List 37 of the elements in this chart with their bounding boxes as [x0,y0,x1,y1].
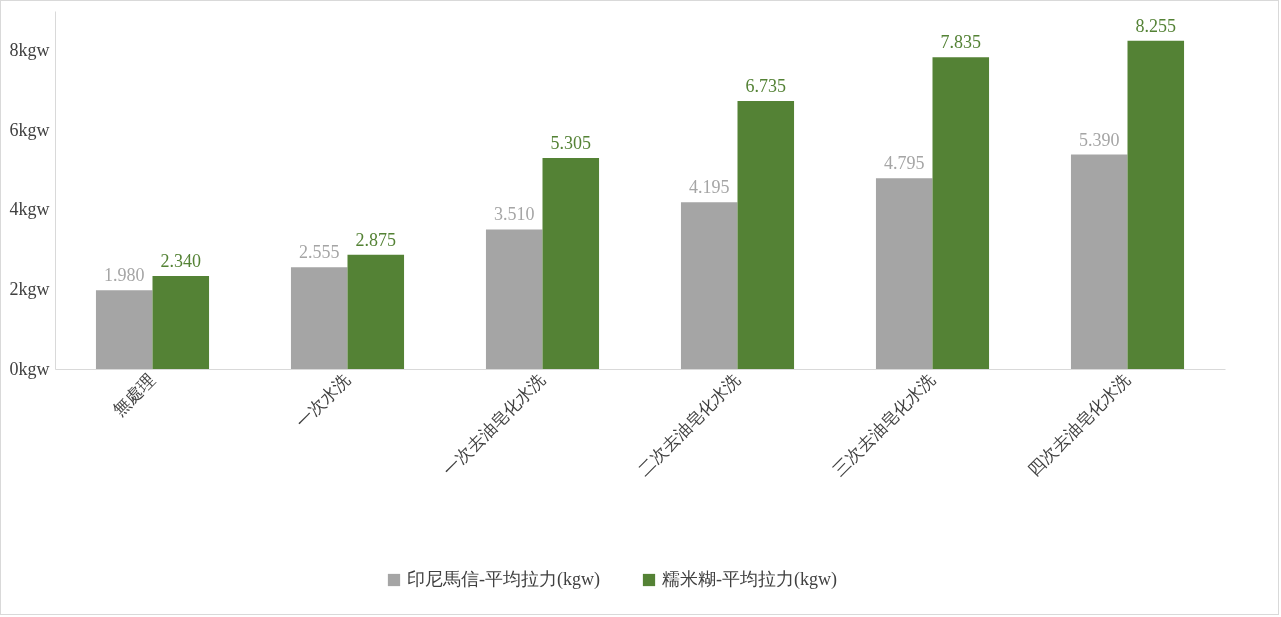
bar [680,202,738,369]
legend-label: 糯米糊-平均拉力(kgw) [662,569,837,590]
data-label: 8.255 [1135,15,1177,36]
legend-label: 印尼馬信-平均拉力(kgw) [407,569,600,590]
data-label: 3.510 [493,204,535,225]
data-label: 7.835 [940,32,982,53]
y-tick-label: 6kgw [9,119,50,140]
data-label: 2.340 [160,250,202,271]
x-tick-label: 一次去油皂化水洗 [439,370,549,481]
x-tick-label: 四次去油皂化水洗 [1024,370,1134,481]
bar [542,157,600,369]
data-label: 6.735 [745,76,787,97]
data-label: 4.795 [883,153,925,174]
y-tick-label: 0kgw [9,358,50,379]
x-tick-label: 二次去油皂化水洗 [634,370,744,481]
data-label: 4.195 [688,177,730,198]
y-tick-label: 2kgw [9,278,50,299]
data-label: 5.305 [550,132,592,153]
data-label: 2.875 [355,229,397,250]
bar [737,101,795,369]
bar [290,267,348,369]
bar [1127,40,1185,369]
x-tick-label: 一次水洗 [292,370,354,432]
y-tick-label: 4kgw [9,199,50,220]
x-tick-label: 三次去油皂化水洗 [829,370,939,481]
bar [152,275,210,369]
bar [932,57,990,369]
bar [875,178,933,369]
data-label: 1.980 [103,265,145,286]
bar [347,254,405,369]
bar [95,290,153,369]
x-tick-label: 無處理 [109,370,159,420]
data-label: 2.555 [298,242,340,263]
data-label: 5.390 [1078,129,1120,150]
bar [1070,154,1128,369]
y-tick-label: 8kgw [9,40,50,61]
bar [485,229,543,369]
